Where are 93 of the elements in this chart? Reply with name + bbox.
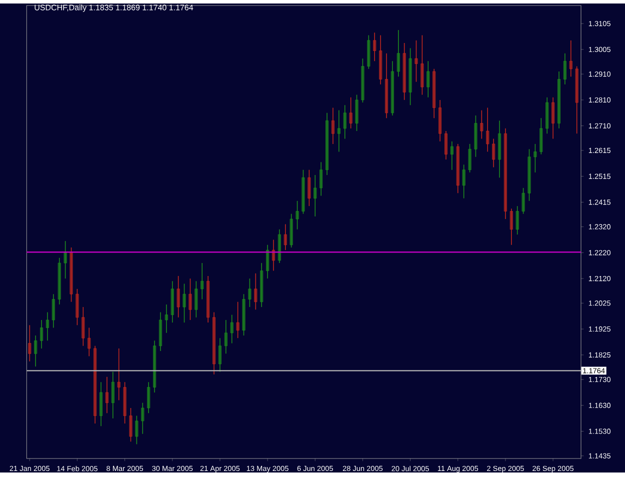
candlestick <box>355 94 358 132</box>
candlestick <box>438 100 442 142</box>
candlestick <box>444 130 448 160</box>
candlestick <box>94 345 97 424</box>
candlestick <box>242 294 246 336</box>
candlestick <box>510 208 513 246</box>
candlestick <box>534 144 537 173</box>
candlestick <box>129 408 132 442</box>
chart-title: USDCHF,Daily 1.1835 1.1869 1.1740 1.1764 <box>34 4 194 12</box>
candlestick <box>420 34 424 96</box>
candlestick <box>426 60 430 98</box>
candlestick <box>111 371 114 419</box>
candlestick <box>450 140 454 170</box>
candlestick <box>575 66 578 134</box>
candlestick <box>492 138 496 168</box>
candlestick <box>302 169 305 214</box>
candlestick <box>176 276 180 318</box>
candlestick <box>266 244 270 279</box>
candlestick <box>105 376 108 414</box>
candlestick <box>373 32 376 62</box>
candlestick <box>480 110 484 140</box>
candlestick <box>320 162 323 196</box>
candlestick <box>164 304 168 334</box>
candlestick <box>349 96 352 129</box>
candlestick <box>563 52 566 85</box>
candlestick <box>278 229 281 264</box>
candlestick <box>552 96 555 140</box>
candlestick <box>82 306 85 346</box>
candlestick <box>504 128 507 220</box>
candlestick <box>224 320 228 354</box>
candlestick <box>462 164 466 199</box>
candlestick <box>40 320 44 349</box>
candlestick <box>396 30 400 78</box>
candlestick <box>557 71 560 129</box>
candlestick <box>486 107 490 152</box>
candlestick <box>546 96 549 134</box>
candlestick <box>379 34 382 85</box>
candlestick <box>414 40 418 82</box>
candlestick <box>236 301 240 339</box>
candlestick <box>46 312 49 342</box>
candlestick <box>158 312 162 352</box>
candlestick <box>528 148 531 202</box>
candlestick <box>230 314 234 344</box>
candlestick <box>206 276 210 323</box>
candlestick <box>64 240 67 279</box>
candlestick <box>141 402 144 434</box>
candlestick <box>58 257 61 305</box>
candlestick <box>76 288 79 326</box>
candlestick <box>468 144 472 173</box>
candlestick <box>314 174 317 217</box>
candlestick <box>254 273 258 310</box>
candlestick <box>194 280 198 318</box>
candlestick <box>456 144 460 194</box>
candlestick <box>432 68 436 118</box>
candlestick <box>522 188 525 214</box>
candlestick <box>390 60 394 116</box>
candlestick <box>337 110 340 152</box>
candlestick <box>28 324 32 362</box>
candlestick <box>147 382 150 414</box>
candlestick <box>182 283 186 323</box>
candlestick <box>367 34 370 70</box>
candlestick <box>402 42 406 100</box>
candlestick <box>135 415 138 445</box>
candlestick <box>153 340 156 393</box>
candlestick <box>218 338 222 372</box>
candlestick <box>296 200 299 230</box>
candlestick <box>248 278 252 308</box>
candlestick <box>70 247 73 302</box>
candlestick <box>188 278 192 320</box>
candlestick <box>52 294 55 328</box>
candlestick <box>100 382 103 427</box>
candlestick <box>260 262 264 308</box>
candlestick <box>117 348 120 401</box>
candlestick <box>540 118 543 155</box>
candlestick <box>516 206 519 235</box>
candlestick <box>569 40 572 78</box>
candlestick <box>331 107 334 144</box>
candlestick <box>290 213 293 248</box>
candlestick <box>284 224 287 251</box>
candlestick <box>326 112 329 176</box>
candlestick <box>408 48 412 106</box>
candlestick <box>170 280 174 323</box>
candlestick <box>123 382 126 424</box>
candlestick <box>474 115 478 158</box>
candlestick <box>34 335 38 367</box>
candlestick <box>212 312 216 375</box>
candlestick <box>200 262 204 300</box>
candlestick <box>88 327 91 357</box>
candlestick <box>498 120 502 178</box>
candlestick <box>384 52 388 118</box>
candlestick <box>361 58 364 103</box>
candlestick <box>343 104 346 140</box>
candlestick <box>308 169 311 207</box>
